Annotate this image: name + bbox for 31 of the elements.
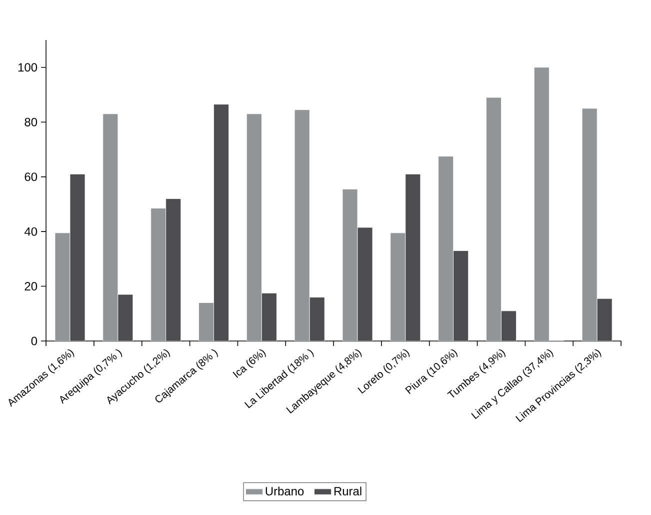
bar <box>357 227 373 341</box>
bar <box>582 108 598 341</box>
bar <box>261 292 277 341</box>
bar <box>342 188 358 341</box>
bar <box>70 174 86 341</box>
bar <box>246 114 262 341</box>
bar <box>166 198 182 341</box>
y-tick-label: 80 <box>24 118 38 126</box>
bar <box>486 97 502 341</box>
bar <box>198 302 214 341</box>
bar <box>118 294 134 341</box>
bar <box>438 156 454 341</box>
legend-label: Rural <box>334 486 362 496</box>
y-tick-label: 40 <box>24 227 38 236</box>
y-tick-label: 0 <box>31 336 38 346</box>
bar <box>453 250 469 341</box>
bar <box>501 310 516 341</box>
bar <box>390 232 406 341</box>
bar <box>309 297 325 341</box>
bar <box>405 174 421 341</box>
bar <box>294 110 310 341</box>
bar <box>214 104 229 341</box>
legend-label: Urbano <box>266 486 304 496</box>
bar <box>534 67 550 341</box>
y-tick-label: 20 <box>24 282 38 290</box>
bar <box>54 232 70 341</box>
bar <box>596 298 612 341</box>
y-tick-label: 60 <box>24 172 38 182</box>
bar <box>102 114 118 341</box>
bar <box>150 208 166 341</box>
y-tick-label: 100 <box>18 63 38 72</box>
